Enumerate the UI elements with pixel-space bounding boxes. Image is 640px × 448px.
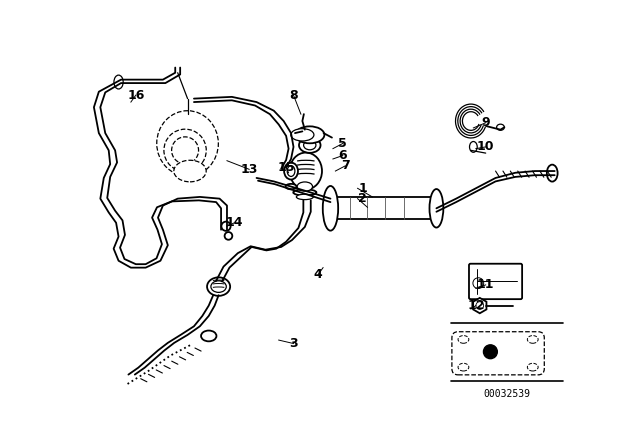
Ellipse shape [174, 160, 206, 182]
Text: 11: 11 [477, 278, 495, 291]
Ellipse shape [323, 186, 338, 231]
Text: 8: 8 [289, 89, 298, 102]
Text: 13: 13 [241, 163, 258, 176]
Ellipse shape [458, 336, 469, 343]
Ellipse shape [547, 165, 557, 181]
Ellipse shape [527, 336, 538, 343]
Ellipse shape [303, 141, 316, 150]
Ellipse shape [290, 153, 322, 190]
Ellipse shape [527, 363, 538, 371]
Text: 2: 2 [358, 192, 367, 205]
Ellipse shape [476, 302, 484, 310]
Ellipse shape [473, 278, 484, 289]
Bar [330, 197, 436, 220]
Polygon shape [473, 298, 486, 313]
Text: 1: 1 [358, 182, 367, 195]
Ellipse shape [211, 281, 227, 293]
Circle shape [483, 345, 497, 359]
Ellipse shape [429, 189, 444, 228]
Ellipse shape [470, 142, 477, 152]
Ellipse shape [293, 190, 316, 195]
Ellipse shape [201, 331, 216, 341]
Ellipse shape [114, 75, 123, 89]
Ellipse shape [287, 166, 295, 177]
Text: 4: 4 [314, 268, 323, 281]
FancyBboxPatch shape [469, 264, 522, 299]
Text: 7: 7 [341, 159, 349, 172]
Ellipse shape [225, 232, 232, 240]
Ellipse shape [157, 111, 218, 176]
Text: 12: 12 [467, 299, 484, 312]
Ellipse shape [207, 277, 230, 296]
Text: 9: 9 [481, 116, 490, 129]
Ellipse shape [458, 363, 469, 371]
Ellipse shape [164, 129, 206, 172]
Ellipse shape [284, 163, 298, 180]
Ellipse shape [221, 222, 230, 231]
Text: 14: 14 [226, 216, 243, 229]
FancyBboxPatch shape [452, 332, 544, 375]
Ellipse shape [297, 182, 312, 191]
Text: 5: 5 [339, 137, 347, 150]
Ellipse shape [497, 124, 504, 130]
Ellipse shape [299, 138, 321, 153]
Text: 6: 6 [339, 149, 347, 162]
Text: 16: 16 [127, 89, 145, 102]
Text: 10: 10 [477, 140, 495, 153]
Ellipse shape [285, 184, 296, 189]
Text: 15: 15 [277, 161, 295, 174]
Ellipse shape [291, 129, 314, 141]
Text: 3: 3 [289, 337, 298, 350]
Ellipse shape [295, 126, 324, 143]
Text: 00032539: 00032539 [484, 389, 531, 399]
Ellipse shape [172, 137, 198, 164]
Ellipse shape [296, 194, 314, 200]
